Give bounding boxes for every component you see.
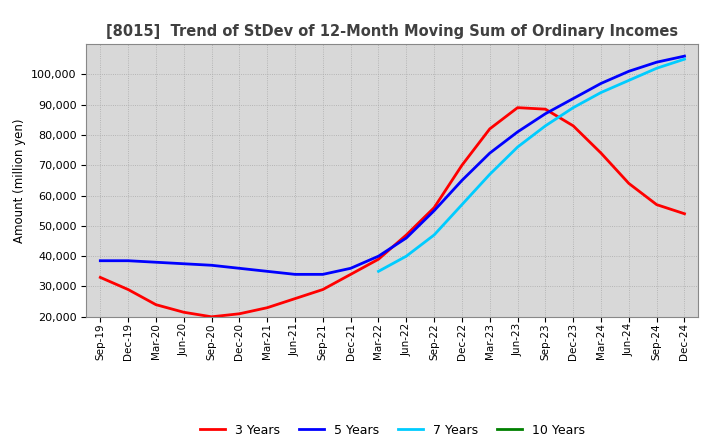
3 Years: [652, 202, 661, 207]
3 Years: [597, 150, 606, 156]
3 Years: [402, 232, 410, 238]
3 Years: [680, 211, 689, 216]
3 Years: [624, 181, 633, 186]
3 Years: [124, 287, 132, 292]
3 Years: [458, 163, 467, 168]
3 Years: [235, 311, 243, 316]
3 Years: [541, 106, 550, 112]
5 Years: [318, 272, 327, 277]
7 Years: [569, 105, 577, 110]
5 Years: [458, 178, 467, 183]
5 Years: [152, 260, 161, 265]
5 Years: [541, 111, 550, 116]
7 Years: [458, 202, 467, 207]
3 Years: [318, 287, 327, 292]
7 Years: [513, 144, 522, 150]
Line: 3 Years: 3 Years: [100, 108, 685, 317]
Line: 7 Years: 7 Years: [379, 59, 685, 271]
5 Years: [263, 269, 271, 274]
7 Years: [485, 172, 494, 177]
7 Years: [624, 78, 633, 83]
7 Years: [541, 123, 550, 128]
5 Years: [569, 96, 577, 101]
5 Years: [652, 59, 661, 65]
Y-axis label: Amount (million yen): Amount (million yen): [13, 118, 26, 242]
3 Years: [569, 123, 577, 128]
Legend: 3 Years, 5 Years, 7 Years, 10 Years: 3 Years, 5 Years, 7 Years, 10 Years: [195, 418, 590, 440]
Line: 5 Years: 5 Years: [100, 56, 685, 275]
7 Years: [374, 269, 383, 274]
5 Years: [680, 54, 689, 59]
3 Years: [513, 105, 522, 110]
5 Years: [513, 129, 522, 135]
5 Years: [597, 81, 606, 86]
5 Years: [179, 261, 188, 266]
Title: [8015]  Trend of StDev of 12-Month Moving Sum of Ordinary Incomes: [8015] Trend of StDev of 12-Month Moving…: [107, 24, 678, 39]
5 Years: [291, 272, 300, 277]
7 Years: [402, 253, 410, 259]
5 Years: [430, 208, 438, 213]
5 Years: [485, 150, 494, 156]
3 Years: [430, 205, 438, 210]
3 Years: [346, 272, 355, 277]
3 Years: [152, 302, 161, 307]
5 Years: [96, 258, 104, 264]
7 Years: [430, 232, 438, 238]
3 Years: [263, 305, 271, 310]
7 Years: [597, 90, 606, 95]
5 Years: [207, 263, 216, 268]
3 Years: [207, 314, 216, 319]
5 Years: [346, 266, 355, 271]
7 Years: [652, 66, 661, 71]
7 Years: [680, 56, 689, 62]
3 Years: [291, 296, 300, 301]
5 Years: [624, 69, 633, 74]
3 Years: [179, 310, 188, 315]
3 Years: [374, 257, 383, 262]
3 Years: [485, 126, 494, 132]
5 Years: [235, 266, 243, 271]
5 Years: [374, 253, 383, 259]
5 Years: [402, 235, 410, 241]
5 Years: [124, 258, 132, 264]
3 Years: [96, 275, 104, 280]
